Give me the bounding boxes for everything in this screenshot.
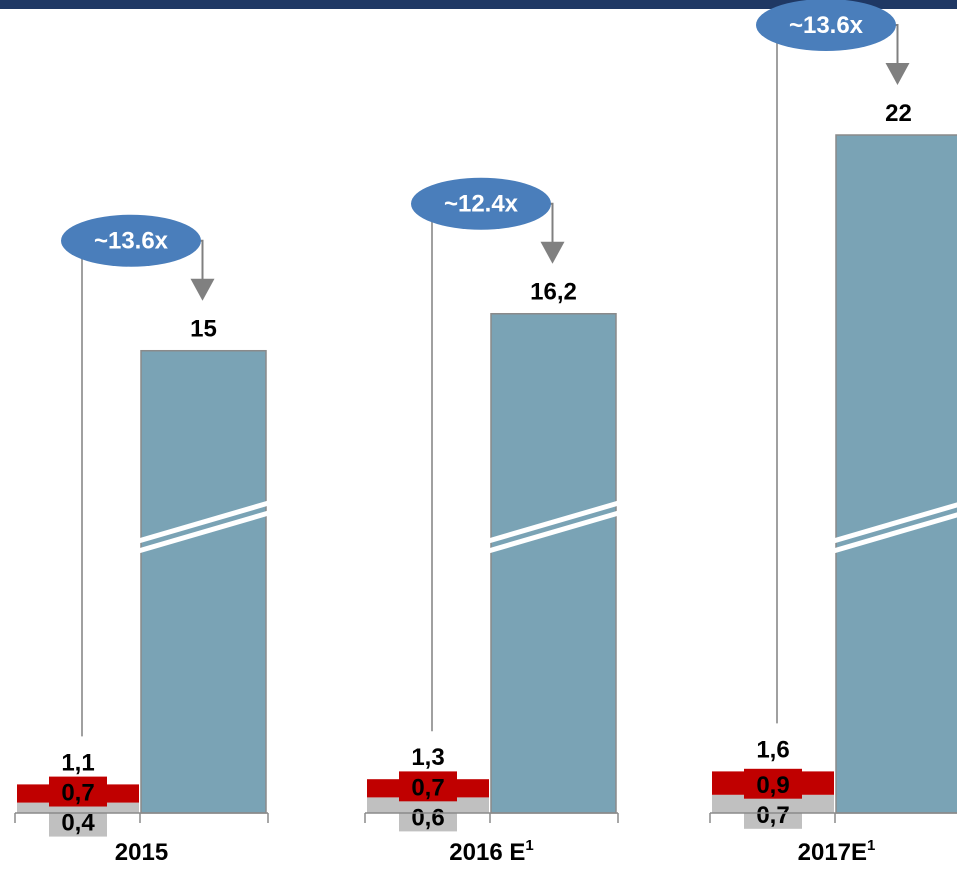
category-name: 2016 E	[449, 839, 525, 865]
multiple-bubble	[756, 0, 896, 51]
axis-break-line	[134, 509, 273, 555]
connector-line	[431, 202, 441, 732]
big-bar-value-label: 22	[885, 100, 912, 127]
upper-value-box	[744, 768, 802, 799]
axis-break-line	[829, 502, 957, 545]
upper-segment-label: 0,9	[756, 772, 789, 799]
category-footnote-marker: 1	[867, 837, 875, 854]
lower-segment-label: 0,4	[61, 810, 95, 837]
category-label: 2016 E1	[449, 837, 533, 865]
chart-marks: 0,7 0,4 1,1 15 ~13.6x 2015 0,7 0,6 1,3 16,2 ~12.4x…	[14, 0, 957, 866]
axis-break-line	[484, 509, 623, 555]
category-name: 2017E	[798, 839, 867, 865]
axis-break-line	[484, 499, 623, 545]
multiple-bubble	[61, 214, 201, 267]
big-bar-value-label: 15	[190, 316, 217, 343]
lower-value-box	[744, 798, 802, 829]
upper-value-box	[399, 771, 457, 802]
upper-value-box	[49, 776, 107, 807]
category-footnote-marker: 1	[525, 837, 533, 854]
lower-value-box	[399, 801, 457, 832]
category-name: 2015	[115, 839, 168, 865]
big-bar	[490, 312, 617, 814]
upper-segment-label: 0,7	[61, 780, 94, 807]
big-bar	[835, 134, 957, 814]
lower-segment-label: 0,6	[411, 804, 444, 831]
multiple-label: ~13.6x	[789, 12, 864, 39]
multiple-label: ~13.6x	[94, 228, 169, 255]
small-bar-total-label: 1,3	[411, 744, 444, 771]
lower-segment-label: 0,7	[756, 802, 789, 829]
category-label: 2015	[115, 839, 168, 865]
big-bar	[140, 349, 267, 814]
big-bar-value-label: 16,2	[530, 279, 577, 306]
axis-break-line	[829, 512, 957, 555]
small-bar-total-label: 1,1	[61, 749, 94, 776]
multiple-label: ~12.4x	[444, 191, 519, 218]
arrow-head	[885, 63, 910, 85]
upper-segment-label: 0,7	[411, 774, 444, 801]
arrow-head	[540, 241, 565, 264]
connector-line	[81, 239, 91, 737]
small-bar-total-label: 1,6	[756, 736, 789, 763]
category-label: 2017E1	[798, 837, 876, 865]
lower-value-box	[49, 806, 107, 837]
multiple-bubble	[411, 177, 551, 230]
axis-break-line	[134, 499, 273, 545]
arrow-head	[190, 278, 215, 301]
header-bar	[0, 0, 957, 9]
connector-line	[776, 24, 786, 724]
